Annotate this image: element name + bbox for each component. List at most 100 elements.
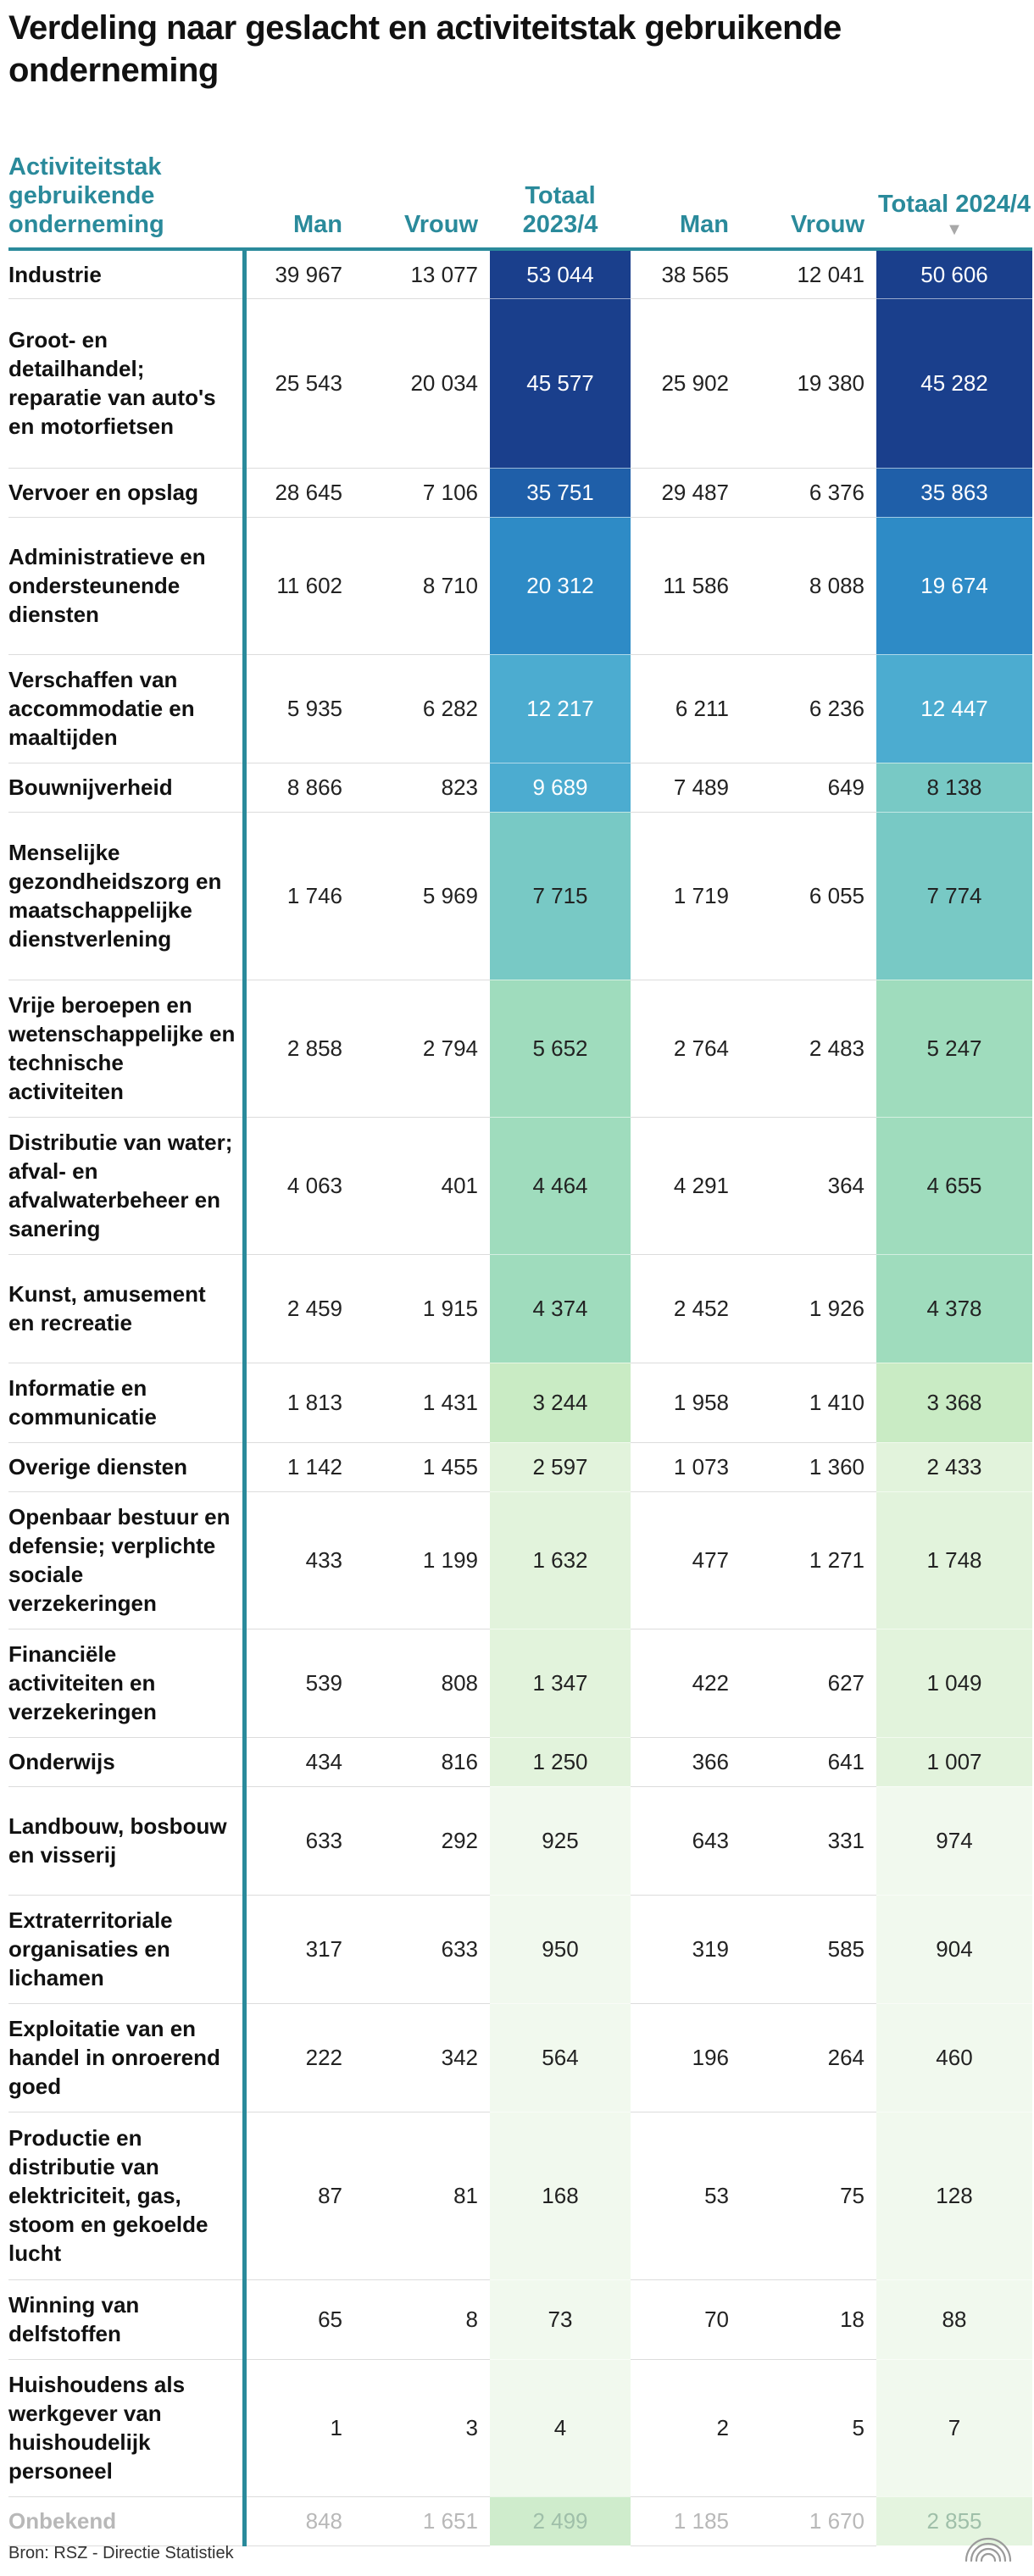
row-label: Groot- en detailhandel; reparatie van au… (8, 298, 247, 469)
cell-vrouw-2024: 331 (741, 1786, 876, 1896)
cell-totaal-2024: 128 (876, 2112, 1032, 2280)
source-note: Bron: RSZ - Directie Statistiek (8, 2544, 234, 2562)
cell-man-2024: 6 211 (631, 654, 741, 763)
cell-totaal-2023: 3 244 (490, 1363, 631, 1443)
cell-vrouw-2024: 364 (741, 1117, 876, 1255)
chart-title: Verdeling naar geslacht en activiteitsta… (8, 9, 842, 89)
row-label: Onderwijs (8, 1737, 247, 1787)
table-row: Winning van delfstoffen 65 8 73 70 18 88 (8, 2279, 1032, 2360)
cell-man-2023: 848 (244, 2496, 354, 2546)
cell-vrouw-2024: 641 (741, 1737, 876, 1787)
cell-vrouw-2023: 1 431 (354, 1363, 490, 1443)
cell-vrouw-2024: 1 926 (741, 1254, 876, 1363)
row-label: Extraterritoriale organisaties en licham… (8, 1895, 247, 2004)
cell-totaal-2024: 8 138 (876, 763, 1032, 813)
cell-totaal-2024: 5 247 (876, 980, 1032, 1118)
cell-vrouw-2024: 5 (741, 2359, 876, 2497)
table-row: Onderwijs 434 816 1 250 366 641 1 007 (8, 1737, 1032, 1787)
cell-man-2023: 222 (244, 2003, 354, 2112)
cell-man-2024: 422 (631, 1629, 741, 1738)
cell-totaal-2023: 9 689 (490, 763, 631, 813)
cell-man-2024: 1 073 (631, 1442, 741, 1492)
row-label: Distributie van water; afval- en afvalwa… (8, 1117, 247, 1255)
cell-vrouw-2024: 6 236 (741, 654, 876, 763)
header-totaal-2024[interactable]: Totaal 2024/4 ▼ (876, 141, 1032, 251)
cell-man-2023: 317 (244, 1895, 354, 2004)
cell-man-2023: 2 459 (244, 1254, 354, 1363)
cell-man-2023: 11 602 (244, 517, 354, 655)
row-label: Menselijke gezondheidszorg en maatschapp… (8, 812, 247, 980)
table-row: Industrie 39 967 13 077 53 044 38 565 12 041 5… (8, 249, 1032, 299)
cell-vrouw-2024: 264 (741, 2003, 876, 2112)
cell-totaal-2023: 2 597 (490, 1442, 631, 1492)
row-label: Exploitatie van en handel in onroerend g… (8, 2003, 247, 2112)
cell-man-2023: 2 858 (244, 980, 354, 1118)
sort-descending-icon[interactable]: ▼ (946, 220, 963, 239)
cell-vrouw-2024: 585 (741, 1895, 876, 2004)
cell-totaal-2024: 2 433 (876, 1442, 1032, 1492)
cell-totaal-2024: 35 863 (876, 468, 1032, 518)
table-row: Onbekend 848 1 651 2 499 1 185 1 670 2 855 (8, 2496, 1032, 2546)
table-row: Informatie en communicatie 1 813 1 431 3 24… (8, 1363, 1032, 1443)
cell-man-2023: 25 543 (244, 298, 354, 469)
cell-totaal-2024: 50 606 (876, 249, 1032, 299)
cell-vrouw-2024: 1 271 (741, 1491, 876, 1629)
table-row: Menselijke gezondheidszorg en maatschapp… (8, 812, 1032, 980)
cell-vrouw-2023: 342 (354, 2003, 490, 2112)
cell-vrouw-2024: 1 670 (741, 2496, 876, 2546)
cell-totaal-2023: 4 464 (490, 1117, 631, 1255)
cell-totaal-2023: 35 751 (490, 468, 631, 518)
cell-totaal-2023: 7 715 (490, 812, 631, 980)
row-label: Informatie en communicatie (8, 1363, 247, 1443)
cell-totaal-2023: 950 (490, 1895, 631, 2004)
cell-vrouw-2024: 8 088 (741, 517, 876, 655)
cell-vrouw-2024: 1 360 (741, 1442, 876, 1492)
cell-totaal-2024: 460 (876, 2003, 1032, 2112)
cell-man-2023: 28 645 (244, 468, 354, 518)
cell-man-2024: 38 565 (631, 249, 741, 299)
cell-vrouw-2023: 816 (354, 1737, 490, 1787)
cell-totaal-2024: 1 049 (876, 1629, 1032, 1738)
cell-man-2023: 8 866 (244, 763, 354, 813)
row-label: Bouwnijverheid (8, 763, 247, 813)
cell-vrouw-2023: 1 651 (354, 2496, 490, 2546)
table-row: Verschaffen van accommodatie en maaltijd… (8, 654, 1032, 763)
row-label: Industrie (8, 249, 247, 299)
table-row: Openbaar bestuur en defensie; verplichte… (8, 1491, 1032, 1629)
cell-totaal-2024: 974 (876, 1786, 1032, 1896)
table-row: Huishoudens als werkgever van huishoudel… (8, 2359, 1032, 2497)
table-row: Bouwnijverheid 8 866 823 9 689 7 489 649 8 138 (8, 763, 1032, 813)
cell-totaal-2023: 5 652 (490, 980, 631, 1118)
cell-totaal-2023: 2 499 (490, 2496, 631, 2546)
cell-totaal-2023: 168 (490, 2112, 631, 2280)
row-label: Openbaar bestuur en defensie; verplichte… (8, 1491, 247, 1629)
cell-man-2024: 477 (631, 1491, 741, 1629)
header-vrouw-2023: Vrouw (354, 141, 490, 251)
cell-totaal-2023: 45 577 (490, 298, 631, 469)
cell-totaal-2023: 1 250 (490, 1737, 631, 1787)
row-label: Onbekend (8, 2496, 247, 2546)
cell-totaal-2024: 1 748 (876, 1491, 1032, 1629)
cell-vrouw-2023: 13 077 (354, 249, 490, 299)
row-label: Administratieve en ondersteunende dienst… (8, 517, 247, 655)
data-table: Activiteitstak gebruikende onderneming M… (8, 141, 1032, 2546)
cell-man-2024: 2 452 (631, 1254, 741, 1363)
cell-totaal-2023: 1 347 (490, 1629, 631, 1738)
cell-vrouw-2024: 6 055 (741, 812, 876, 980)
cell-totaal-2024: 1 007 (876, 1737, 1032, 1787)
cell-vrouw-2023: 823 (354, 763, 490, 813)
table-row: Vervoer en opslag 28 645 7 106 35 751 29 487… (8, 468, 1032, 518)
cell-man-2024: 1 719 (631, 812, 741, 980)
cell-vrouw-2023: 1 915 (354, 1254, 490, 1363)
cell-man-2023: 1 (244, 2359, 354, 2497)
row-label: Overige diensten (8, 1442, 247, 1492)
table-body: Industrie 39 967 13 077 53 044 38 565 12 041 5… (8, 249, 1032, 2546)
table-row: Distributie van water; afval- en afvalwa… (8, 1117, 1032, 1255)
cell-man-2024: 29 487 (631, 468, 741, 518)
cell-vrouw-2023: 81 (354, 2112, 490, 2280)
row-label: Vrije beroepen en wetenschappelijke en t… (8, 980, 247, 1118)
cell-man-2024: 11 586 (631, 517, 741, 655)
cell-totaal-2024: 12 447 (876, 654, 1032, 763)
cell-totaal-2023: 925 (490, 1786, 631, 1896)
cell-vrouw-2024: 18 (741, 2279, 876, 2360)
